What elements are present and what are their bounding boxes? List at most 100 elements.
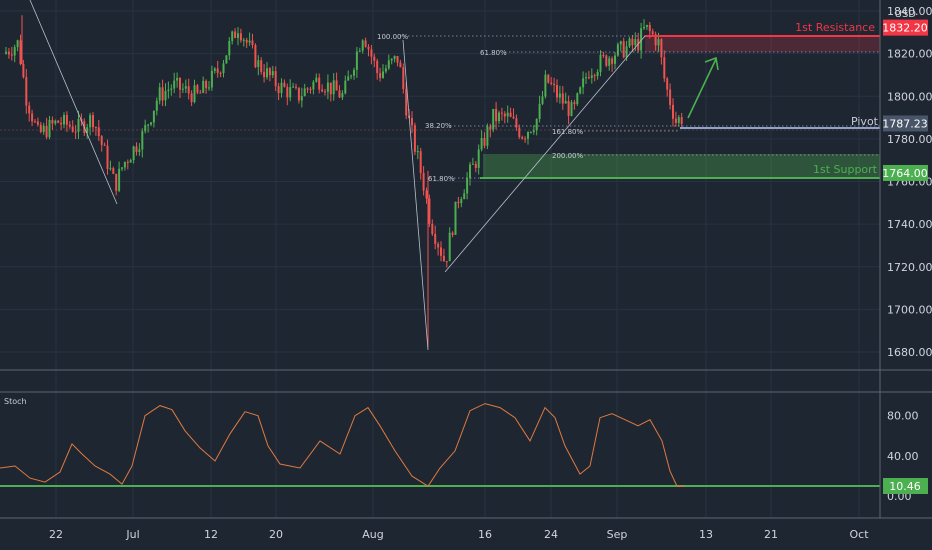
fib-lines <box>400 35 880 179</box>
candle-body <box>509 112 512 117</box>
time-tick-label: Oct <box>849 528 869 541</box>
stoch-value-label: 10.46 <box>889 480 921 493</box>
candle-body <box>576 93 579 105</box>
candle-body <box>155 100 158 111</box>
candle-body <box>245 39 248 43</box>
candle-body <box>132 146 135 161</box>
candle-body <box>306 88 309 90</box>
candle-body <box>364 40 367 47</box>
candle-body <box>367 46 370 50</box>
candle-body <box>445 261 448 263</box>
candle-body <box>68 124 71 127</box>
price-tick-label: 1680.00 <box>887 346 932 359</box>
candle-body <box>22 64 25 78</box>
stoch-tick-label: 40.00 <box>887 450 919 463</box>
candle-body <box>164 91 167 101</box>
candle-body <box>103 144 106 146</box>
candle-body <box>225 55 228 64</box>
candle-body <box>109 168 112 170</box>
candle-body <box>480 137 483 150</box>
candle-body <box>590 75 593 78</box>
candle-body <box>283 82 286 87</box>
price-tick-label: 1840.00 <box>887 5 932 18</box>
candle-body <box>544 74 547 97</box>
candle-body <box>295 86 297 88</box>
candle-body <box>648 24 651 32</box>
candle-body <box>434 233 437 244</box>
price-tick-label: 1800.00 <box>887 90 932 103</box>
candle-body <box>199 92 202 94</box>
candle-body <box>556 85 558 98</box>
support-zone <box>483 154 880 178</box>
candle-body <box>106 145 109 169</box>
candle-body <box>7 51 10 55</box>
candle-body <box>561 93 564 104</box>
time-tick-label: 13 <box>699 528 713 541</box>
candle-body <box>527 132 529 139</box>
candle-body <box>353 69 355 76</box>
candle-body <box>326 82 329 92</box>
time-tick-label: 21 <box>764 528 778 541</box>
candle-body <box>324 91 326 93</box>
candle-body <box>654 34 657 46</box>
candle-body <box>500 112 503 114</box>
candle-body <box>492 108 495 130</box>
candles <box>5 15 683 348</box>
candle-body <box>489 126 492 130</box>
candle-body <box>42 125 45 132</box>
candle-body <box>390 58 393 61</box>
price-tag-box <box>883 115 928 132</box>
candle-body <box>643 27 645 29</box>
candle-body <box>210 70 213 88</box>
price-tick-label: 1700.00 <box>887 303 932 316</box>
candle-body <box>666 78 669 90</box>
candle-body <box>254 44 257 68</box>
candle-body <box>422 172 425 191</box>
candle-body <box>34 121 36 123</box>
time-tick-label: Sep <box>607 528 628 541</box>
candle-body <box>25 77 28 106</box>
candle-body <box>677 117 680 123</box>
candle-body <box>585 77 587 79</box>
candle-body <box>506 112 509 117</box>
time-tick-label: 20 <box>269 528 283 541</box>
candle-body <box>179 77 181 90</box>
fib-label-161: 161.80% <box>552 128 583 136</box>
candle-body <box>216 68 219 73</box>
candle-body <box>637 39 640 51</box>
candle-body <box>593 75 596 77</box>
candle-body <box>402 67 405 89</box>
candle-body <box>338 90 341 98</box>
candle-body <box>335 80 338 91</box>
candle-body <box>129 160 132 163</box>
candle-body <box>167 89 170 92</box>
candle-body <box>5 51 7 54</box>
candle-body <box>289 87 292 98</box>
support-label: 1st Support <box>813 163 878 176</box>
candle-body <box>74 131 77 133</box>
price-tick-label: 1720.00 <box>887 261 932 274</box>
candle-body <box>118 168 121 191</box>
candle-body <box>158 87 161 101</box>
candle-body <box>205 80 208 89</box>
candle-body <box>31 113 34 122</box>
candle-body <box>547 74 550 83</box>
candle-body <box>150 122 152 125</box>
candle-body <box>277 86 280 94</box>
candle-body <box>672 104 674 119</box>
candle-body <box>483 137 486 146</box>
candle-body <box>535 118 538 131</box>
candle-body <box>10 54 13 56</box>
candle-body <box>387 60 390 69</box>
candle-body <box>135 146 138 152</box>
candle-body <box>28 105 31 114</box>
candle-body <box>477 149 480 168</box>
candle-body <box>605 55 608 66</box>
candle-body <box>138 149 141 152</box>
resistance-zone <box>645 36 880 52</box>
stoch-value-tag: 10.46 <box>883 478 928 494</box>
candle-body <box>602 54 605 56</box>
candle-body <box>242 39 245 41</box>
candle-body <box>570 102 573 116</box>
candle-body <box>36 121 39 125</box>
